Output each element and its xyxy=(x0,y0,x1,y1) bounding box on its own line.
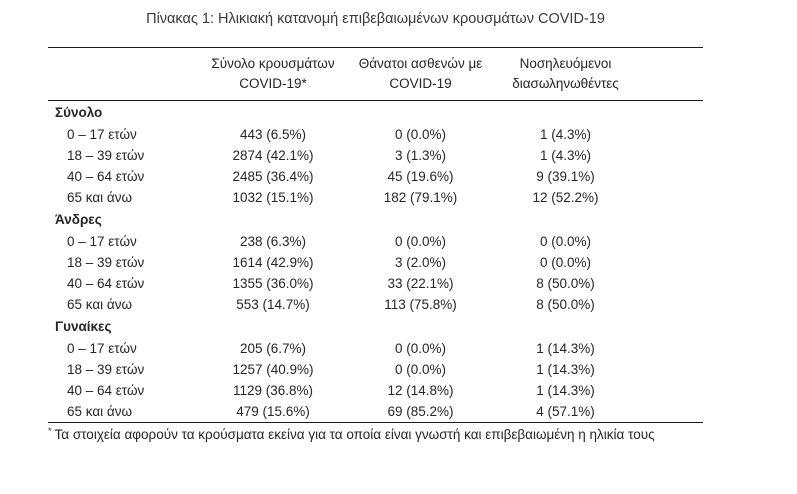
group-women: Γυναίκες 0 – 17 ετών 205 (6.7%) 0 (0.0%)… xyxy=(48,315,703,423)
intubated-value: 8 (50.0%) xyxy=(536,297,595,312)
intubated-value: 9 (39.1%) xyxy=(536,169,595,184)
group-label-row: Σύνολο xyxy=(48,101,703,125)
deaths-value: 45 (19.6%) xyxy=(387,169,454,184)
table-row: 18 – 39 ετών 1257 (40.9%) 0 (0.0%) 1 (14… xyxy=(48,359,703,380)
table-row: 40 – 64 ετών 1355 (36.0%) 33 (22.1%) 8 (… xyxy=(48,273,703,294)
group-label-row: Γυναίκες xyxy=(48,315,703,338)
footnote-asterisk-marker: * xyxy=(48,425,52,436)
deaths-value: 3 (2.0%) xyxy=(394,255,447,270)
intubated-value: 1 (14.3%) xyxy=(536,362,595,377)
column-header-intubated: Νοσηλευόμενοι διασωληνωθέντες xyxy=(493,47,638,101)
covid-age-distribution-table: Σύνολο κρουσμάτων COVID-19* Θάνατοι ασθε… xyxy=(48,47,703,423)
cases-value: 1614 (42.9%) xyxy=(232,255,314,270)
cases-value: 1257 (40.9%) xyxy=(232,362,314,377)
cases-value: 205 (6.7%) xyxy=(239,341,307,356)
age-label: 18 – 39 ετών xyxy=(67,362,145,377)
footnote-text: Τα στοιχεία αφορούν τα κρούσματα εκείνα … xyxy=(54,427,655,442)
deaths-value: 182 (79.1%) xyxy=(383,190,458,205)
cases-value: 238 (6.3%) xyxy=(239,234,307,249)
deaths-value: 69 (85.2%) xyxy=(387,404,454,419)
cases-value: 1032 (15.1%) xyxy=(232,190,314,205)
intubated-value: 1 (4.3%) xyxy=(539,127,592,142)
deaths-value: 0 (0.0%) xyxy=(394,127,447,142)
table-row: 18 – 39 ετών 1614 (42.9%) 3 (2.0%) 0 (0.… xyxy=(48,252,703,273)
table-title: Πίνακας 1: Ηλικιακή κατανομή επιβεβαιωμέ… xyxy=(146,11,605,27)
column-header-intubated-line2: διασωληνωθέντες xyxy=(512,75,619,91)
cases-value: 553 (14.7%) xyxy=(236,297,310,312)
group-label-women: Γυναίκες xyxy=(55,319,112,334)
table-header: Σύνολο κρουσμάτων COVID-19* Θάνατοι ασθε… xyxy=(48,47,703,101)
intubated-value: 4 (57.1%) xyxy=(536,404,595,419)
group-label-row: Άνδρες xyxy=(48,208,703,231)
table-row: 0 – 17 ετών 205 (6.7%) 0 (0.0%) 1 (14.3%… xyxy=(48,338,703,359)
table-row: 40 – 64 ετών 1129 (36.8%) 12 (14.8%) 1 (… xyxy=(48,380,703,401)
age-label: 40 – 64 ετών xyxy=(67,383,145,398)
age-label: 0 – 17 ετών xyxy=(67,341,137,356)
group-total: Σύνολο 0 – 17 ετών 443 (6.5%) 0 (0.0%) 1… xyxy=(48,101,703,209)
group-men: Άνδρες 0 – 17 ετών 238 (6.3%) 0 (0.0%) 0… xyxy=(48,208,703,315)
age-label: 65 και άνω xyxy=(67,404,133,419)
table-row: 65 και άνω 553 (14.7%) 113 (75.8%) 8 (50… xyxy=(48,294,703,315)
intubated-value: 1 (14.3%) xyxy=(536,383,595,398)
table-block: Σύνολο κρουσμάτων COVID-19* Θάνατοι ασθε… xyxy=(48,47,703,443)
cases-value: 1129 (36.8%) xyxy=(232,383,314,398)
age-label: 40 – 64 ετών xyxy=(67,169,145,184)
table-row: 65 και άνω 1032 (15.1%) 182 (79.1%) 12 (… xyxy=(48,187,703,208)
intubated-value: 0 (0.0%) xyxy=(539,234,592,249)
column-header-total-cases-line2: COVID-19* xyxy=(239,75,307,91)
cases-value: 2874 (42.1%) xyxy=(232,148,314,163)
table-row: 0 – 17 ετών 238 (6.3%) 0 (0.0%) 0 (0.0%) xyxy=(48,231,703,252)
column-header-deaths-line1: Θάνατοι ασθενών με xyxy=(358,56,483,71)
intubated-value: 0 (0.0%) xyxy=(539,255,592,270)
age-label: 40 – 64 ετών xyxy=(67,276,145,291)
table-row: 65 και άνω 479 (15.6%) 69 (85.2%) 4 (57.… xyxy=(48,401,703,423)
age-label: 18 – 39 ετών xyxy=(67,255,145,270)
age-label: 65 και άνω xyxy=(67,190,133,205)
column-header-deaths: Θάνατοι ασθενών με COVID-19 xyxy=(348,47,493,101)
age-label: 0 – 17 ετών xyxy=(67,127,137,142)
column-header-intubated-line1: Νοσηλευόμενοι xyxy=(519,56,612,71)
cases-value: 479 (15.6%) xyxy=(236,404,310,419)
table-row: 0 – 17 ετών 443 (6.5%) 0 (0.0%) 1 (4.3%) xyxy=(48,124,703,145)
age-label: 18 – 39 ετών xyxy=(67,148,145,163)
column-header-total-cases-line1: Σύνολο κρουσμάτων xyxy=(211,56,335,71)
group-label-men: Άνδρες xyxy=(55,212,102,227)
deaths-value: 0 (0.0%) xyxy=(394,362,447,377)
row-label-column-header xyxy=(48,47,198,101)
cases-value: 1355 (36.0%) xyxy=(232,276,314,291)
table-row: 18 – 39 ετών 2874 (42.1%) 3 (1.3%) 1 (4.… xyxy=(48,145,703,166)
intubated-value: 12 (52.2%) xyxy=(532,190,599,205)
table-row: 40 – 64 ετών 2485 (36.4%) 45 (19.6%) 9 (… xyxy=(48,166,703,187)
intubated-value: 1 (14.3%) xyxy=(536,341,595,356)
deaths-value: 0 (0.0%) xyxy=(394,234,447,249)
deaths-value: 12 (14.8%) xyxy=(387,383,454,398)
deaths-value: 3 (1.3%) xyxy=(394,148,447,163)
header-row: Σύνολο κρουσμάτων COVID-19* Θάνατοι ασθε… xyxy=(48,47,703,101)
age-label: 0 – 17 ετών xyxy=(67,234,137,249)
column-header-total-cases: Σύνολο κρουσμάτων COVID-19* xyxy=(198,47,348,101)
age-label: 65 και άνω xyxy=(67,297,133,312)
cases-value: 443 (6.5%) xyxy=(239,127,307,142)
intubated-value: 8 (50.0%) xyxy=(536,276,595,291)
cases-value: 2485 (36.4%) xyxy=(232,169,314,184)
intubated-value: 1 (4.3%) xyxy=(539,148,592,163)
deaths-value: 0 (0.0%) xyxy=(394,341,447,356)
deaths-value: 113 (75.8%) xyxy=(384,297,457,312)
deaths-value: 33 (22.1%) xyxy=(387,276,454,291)
table-footnote: * Τα στοιχεία αφορούν τα κρούσματα εκείνα… xyxy=(48,426,703,443)
group-label-total: Σύνολο xyxy=(55,105,103,120)
column-header-deaths-line2: COVID-19 xyxy=(389,75,452,91)
spacer-column-header xyxy=(638,47,703,101)
